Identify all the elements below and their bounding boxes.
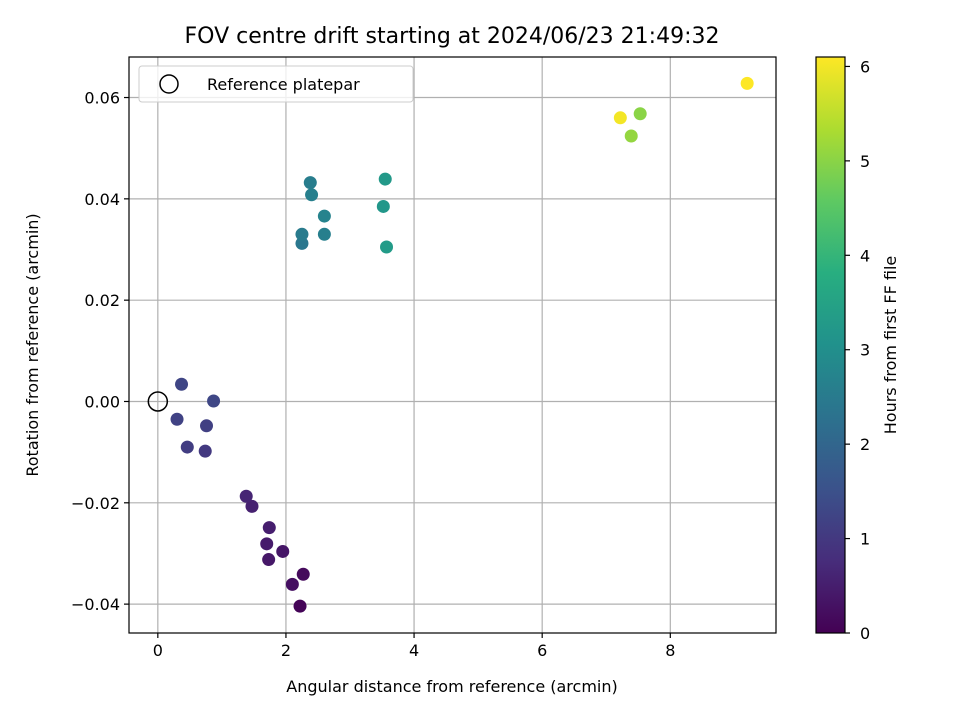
data-point [200,419,214,433]
x-tick-label: 6 [537,641,547,660]
colorbar-label: Hours from first FF file [881,256,900,435]
x-axis-label: Angular distance from reference (arcmin) [286,677,617,696]
data-point [317,209,331,223]
colorbar-tick-label: 0 [860,624,870,643]
x-tick-label: 8 [665,641,675,660]
data-point [378,172,392,186]
colorbar-tick-label: 2 [860,435,870,454]
y-tick-label: 0.04 [84,190,120,209]
x-axis-ticks: 0 2 4 6 8 [153,633,675,660]
data-point [207,394,221,408]
legend-label: Reference platepar [207,75,360,94]
data-point [613,111,627,125]
y-tick-label: 0.06 [84,89,120,108]
data-point [295,236,309,250]
data-point [303,176,317,190]
data-point [296,567,310,581]
colorbar-frame [815,56,846,634]
y-tick-label: 0.02 [84,291,120,310]
legend-marker-open-circle [159,74,179,94]
data-point [262,553,276,567]
data-point [285,577,299,591]
colorbar: 0 1 2 3 4 5 6 Hours from first FF file [815,56,900,643]
legend-box [138,65,414,103]
colorbar-tick-label: 6 [860,57,870,76]
colorbar-tick-label: 1 [860,530,870,549]
reference-platepar-point [147,391,169,412]
legend: Reference platepar [138,65,414,103]
data-point [262,521,276,535]
plot-frame [128,56,777,634]
colorbar-tick-label: 4 [860,246,870,265]
x-tick-label: 4 [409,641,419,660]
y-axis-label: Rotation from reference (arcmin) [23,213,42,476]
y-tick-label: 0.00 [84,392,120,411]
y-axis-ticks: −0.04 −0.02 0.00 0.02 0.04 0.06 [71,89,129,614]
data-point [624,129,638,143]
data-point [293,599,307,613]
data-point [305,188,319,202]
data-point [180,440,194,454]
data-point [295,227,309,241]
data-point [170,412,184,426]
data-point [239,489,253,503]
data-point [198,444,212,458]
data-point [380,240,394,254]
data-point [245,499,259,513]
data-point [175,377,189,391]
data-point [740,76,754,90]
data-point [376,199,390,213]
colorbar-ticks: 0 1 2 3 4 5 6 [845,57,870,643]
colorbar-tick-label: 3 [860,341,870,360]
chart-title: FOV centre drift starting at 2024/06/23 … [185,24,720,49]
x-tick-label: 2 [281,641,291,660]
colorbar-gradient [816,57,845,633]
data-point [317,227,331,241]
data-point [633,107,647,121]
y-tick-label: −0.02 [71,494,120,513]
y-tick-label: −0.04 [71,595,120,614]
x-tick-label: 0 [153,641,163,660]
data-point [260,537,274,551]
colorbar-tick-label: 5 [860,152,870,171]
grid [129,57,776,633]
scatter-points [147,76,754,613]
data-point [276,544,290,558]
